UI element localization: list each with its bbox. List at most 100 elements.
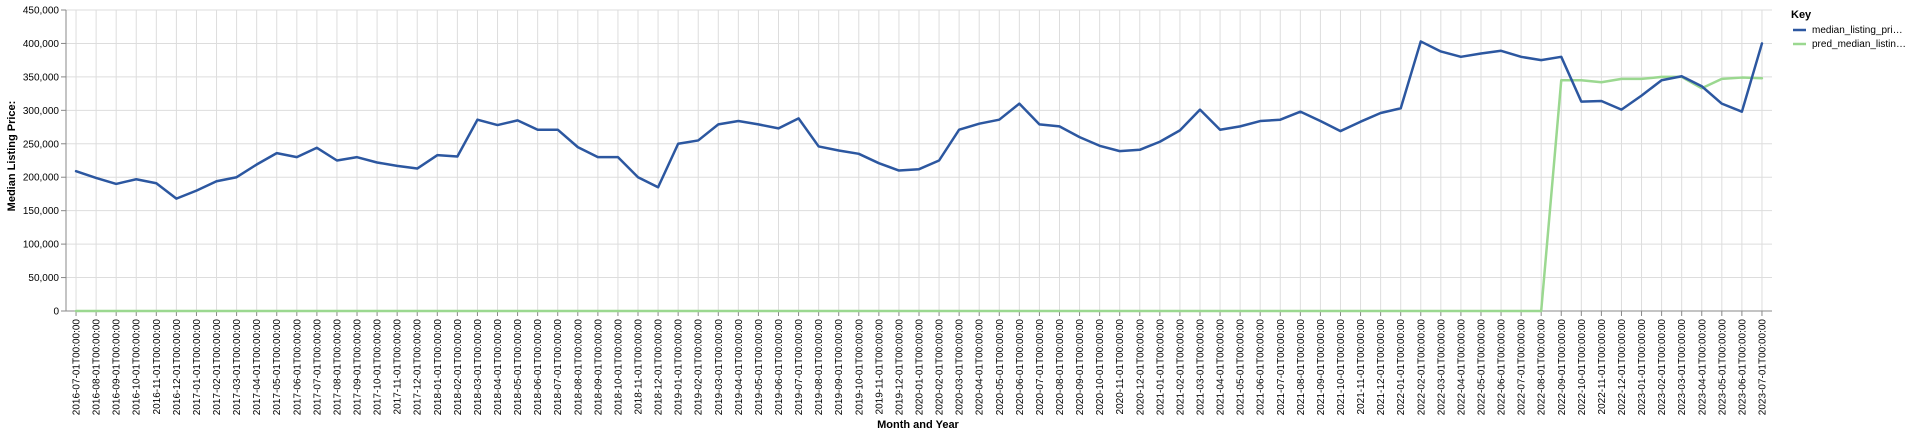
gridlines xyxy=(66,9,1772,312)
x-tick-label: 2016-11-01T00:00:00 xyxy=(152,319,163,415)
x-tick-label: 2022-05-01T00:00:00 xyxy=(1476,319,1487,416)
x-tick-label: 2021-05-01T00:00:00 xyxy=(1236,319,1247,416)
legend-label: pred_median_listin… xyxy=(1812,39,1906,50)
x-tick-label: 2019-08-01T00:00:00 xyxy=(814,319,825,416)
legend-title: Key xyxy=(1791,9,1812,21)
x-tick-label: 2021-07-01T00:00:00 xyxy=(1276,319,1287,416)
x-tick-label: 2017-06-01T00:00:00 xyxy=(292,319,303,416)
x-tick-label: 2019-10-01T00:00:00 xyxy=(854,319,865,416)
y-tick-label: 200,000 xyxy=(23,173,60,184)
x-tick-label: 2021-10-01T00:00:00 xyxy=(1336,319,1347,416)
y-tick-label: 400,000 xyxy=(23,39,60,50)
x-tick-label: 2022-09-01T00:00:00 xyxy=(1557,319,1568,416)
x-tick-label: 2021-08-01T00:00:00 xyxy=(1296,319,1307,416)
y-tick-label: 350,000 xyxy=(23,72,60,83)
x-tick-label: 2022-02-01T00:00:00 xyxy=(1416,319,1427,416)
x-tick-label: 2020-01-01T00:00:00 xyxy=(915,319,926,416)
x-tick-label: 2019-02-01T00:00:00 xyxy=(694,319,705,416)
x-tick-label: 2020-03-01T00:00:00 xyxy=(955,319,966,416)
x-tick-label: 2022-10-01T00:00:00 xyxy=(1577,319,1588,416)
legend: Key median_listing_pri… pred_median_listi… xyxy=(1791,9,1906,50)
x-tick-label: 2019-12-01T00:00:00 xyxy=(894,319,905,416)
y-axis: 0 50,000 100,000 150,000 200,000 250,000 300,0… xyxy=(23,6,67,318)
x-tick-label: 2019-07-01T00:00:00 xyxy=(794,319,805,416)
x-tick-label: 2018-01-01T00:00:00 xyxy=(433,319,444,416)
x-tick-label: 2019-01-01T00:00:00 xyxy=(674,319,685,416)
x-tick-label: 2017-12-01T00:00:00 xyxy=(413,319,424,416)
x-tick-label: 2018-11-01T00:00:00 xyxy=(634,319,645,415)
x-tick-label: 2021-04-01T00:00:00 xyxy=(1216,319,1227,416)
x-tick-label: 2020-09-01T00:00:00 xyxy=(1075,319,1086,416)
series-line xyxy=(74,40,1764,200)
x-tick-label: 2016-08-01T00:00:00 xyxy=(92,319,103,416)
x-tick-label: 2017-04-01T00:00:00 xyxy=(252,319,263,416)
x-tick-label: 2017-02-01T00:00:00 xyxy=(212,319,223,416)
x-tick-label: 2020-02-01T00:00:00 xyxy=(935,319,946,416)
x-tick-label: 2020-10-01T00:00:00 xyxy=(1095,319,1106,416)
x-tick-label: 2022-12-01T00:00:00 xyxy=(1617,319,1628,416)
x-tick-label: 2020-06-01T00:00:00 xyxy=(1015,319,1026,416)
y-tick-label: 150,000 xyxy=(23,206,60,217)
x-tick-label: 2019-11-01T00:00:00 xyxy=(874,319,885,415)
x-tick-label: 2020-08-01T00:00:00 xyxy=(1055,319,1066,416)
x-tick-label: 2020-12-01T00:00:00 xyxy=(1135,319,1146,416)
x-tick-label: 2018-08-01T00:00:00 xyxy=(573,319,584,416)
x-tick-label: 2020-04-01T00:00:00 xyxy=(975,319,986,416)
y-tick-label: 300,000 xyxy=(23,106,60,117)
x-tick-label: 2019-05-01T00:00:00 xyxy=(754,319,765,416)
series-line xyxy=(74,75,1764,313)
x-tick-label: 2021-02-01T00:00:00 xyxy=(1175,319,1186,416)
x-tick-label: 2022-11-01T00:00:00 xyxy=(1597,319,1608,415)
y-tick-label: 50,000 xyxy=(28,273,59,284)
x-tick-label: 2020-05-01T00:00:00 xyxy=(995,319,1006,416)
x-tick-label: 2017-08-01T00:00:00 xyxy=(332,319,343,416)
x-tick-label: 2021-11-01T00:00:00 xyxy=(1356,319,1367,415)
y-tick-label: 100,000 xyxy=(23,240,60,251)
x-tick-label: 2018-12-01T00:00:00 xyxy=(654,319,665,416)
x-tick-label: 2017-03-01T00:00:00 xyxy=(232,319,243,416)
x-tick-label: 2020-11-01T00:00:00 xyxy=(1115,319,1126,415)
x-tick-label: 2019-09-01T00:00:00 xyxy=(834,319,845,416)
x-tick-label: 2017-07-01T00:00:00 xyxy=(312,319,323,416)
x-tick-label: 2018-10-01T00:00:00 xyxy=(613,319,624,416)
x-axis: 2016-07-01T00:00:00 2016-08-01T00:00:00 20… xyxy=(66,310,1772,416)
x-tick-label: 2021-06-01T00:00:00 xyxy=(1256,319,1267,416)
x-tick-label: 2019-06-01T00:00:00 xyxy=(774,319,785,416)
x-tick-label: 2023-07-01T00:00:00 xyxy=(1757,319,1768,416)
x-tick-label: 2021-12-01T00:00:00 xyxy=(1376,319,1387,416)
x-tick-label: 2018-04-01T00:00:00 xyxy=(493,319,504,416)
x-tick-label: 2023-03-01T00:00:00 xyxy=(1677,319,1688,416)
x-tick-label: 2023-06-01T00:00:00 xyxy=(1737,319,1748,416)
x-tick-label: 2022-04-01T00:00:00 xyxy=(1456,319,1467,416)
x-tick-label: 2016-07-01T00:00:00 xyxy=(72,319,83,416)
x-tick-label: 2020-07-01T00:00:00 xyxy=(1035,319,1046,416)
x-tick-label: 2018-03-01T00:00:00 xyxy=(473,319,484,416)
x-tick-label: 2023-04-01T00:00:00 xyxy=(1697,319,1708,416)
x-tick-label: 2017-05-01T00:00:00 xyxy=(272,319,283,416)
x-tick-label: 2018-05-01T00:00:00 xyxy=(513,319,524,416)
y-tick-label: 250,000 xyxy=(23,139,60,150)
x-tick-label: 2017-09-01T00:00:00 xyxy=(353,319,364,416)
x-tick-label: 2018-02-01T00:00:00 xyxy=(453,319,464,416)
x-tick-label: 2022-07-01T00:00:00 xyxy=(1517,319,1528,416)
y-tick-label: 450,000 xyxy=(23,6,60,17)
y-tick-label: 0 xyxy=(53,307,59,318)
x-tick-label: 2019-04-01T00:00:00 xyxy=(734,319,745,416)
x-tick-label: 2018-09-01T00:00:00 xyxy=(593,319,604,416)
x-tick-label: 2016-10-01T00:00:00 xyxy=(132,319,143,416)
x-tick-label: 2021-09-01T00:00:00 xyxy=(1316,319,1327,416)
y-axis-title: Median Listing Price: xyxy=(6,101,18,212)
x-tick-label: 2023-01-01T00:00:00 xyxy=(1637,319,1648,416)
x-tick-label: 2021-01-01T00:00:00 xyxy=(1155,319,1166,416)
x-tick-label: 2018-07-01T00:00:00 xyxy=(553,319,564,416)
x-tick-label: 2016-12-01T00:00:00 xyxy=(172,319,183,416)
x-tick-label: 2022-03-01T00:00:00 xyxy=(1436,319,1447,416)
x-axis-title: Month and Year xyxy=(877,419,959,431)
x-tick-label: 2022-08-01T00:00:00 xyxy=(1537,319,1548,416)
x-tick-label: 2018-06-01T00:00:00 xyxy=(533,319,544,416)
x-tick-label: 2023-05-01T00:00:00 xyxy=(1717,319,1728,416)
x-tick-label: 2017-10-01T00:00:00 xyxy=(373,319,384,416)
x-tick-label: 2017-01-01T00:00:00 xyxy=(192,319,203,416)
series-lines xyxy=(74,40,1764,313)
